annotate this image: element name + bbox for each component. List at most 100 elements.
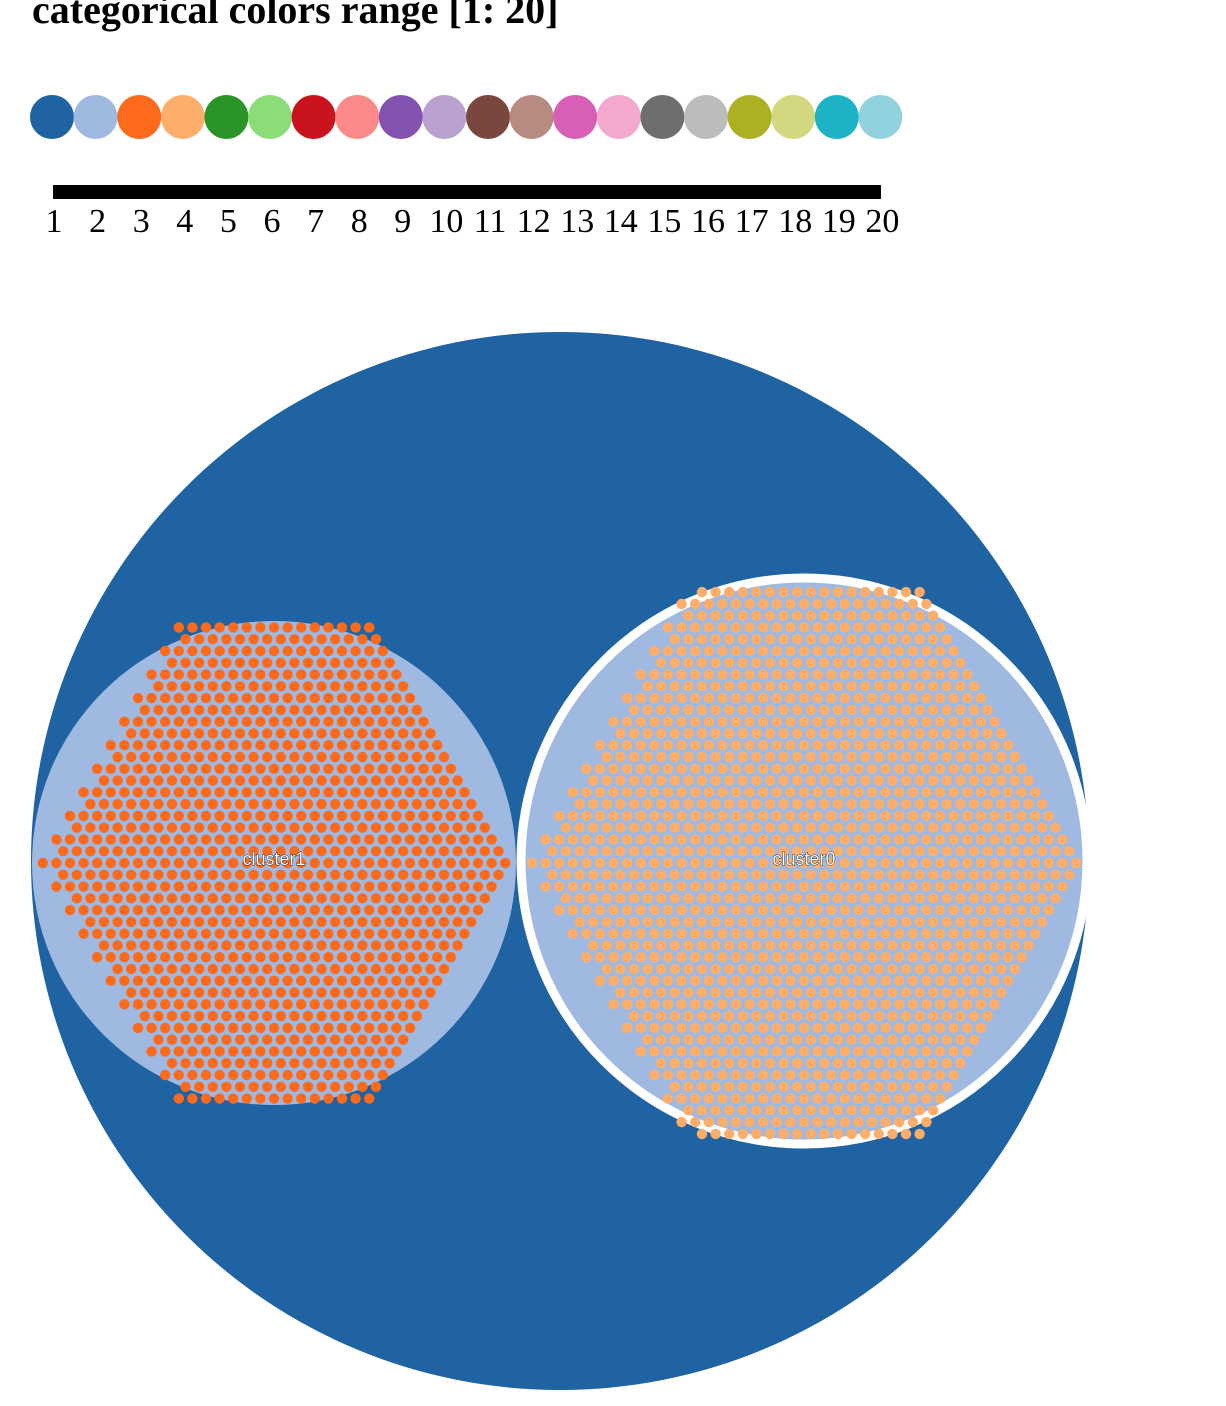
cluster-1-point-400 — [302, 822, 314, 833]
cluster-1-point-520 — [126, 869, 137, 880]
cluster-1-point-452 — [126, 846, 137, 857]
cluster-1-point-64 — [146, 669, 157, 680]
cluster-1-point-959 — [309, 1069, 320, 1081]
cluster-0-point-1153 — [921, 1022, 932, 1034]
cluster-1-point-571 — [364, 881, 375, 892]
cluster-1-point-129 — [221, 704, 232, 716]
cluster-0-point-74 — [921, 622, 932, 633]
cluster-1-point-154 — [255, 716, 266, 727]
cluster-1-point-781 — [119, 975, 130, 986]
cluster-1-point-87 — [207, 681, 218, 692]
cluster-0-point-57 — [690, 622, 701, 633]
cluster-0-point-288 — [778, 728, 789, 739]
cluster-0-point-302 — [968, 728, 980, 739]
cluster-0-point-495 — [941, 798, 952, 810]
cluster-0-point-1064 — [860, 987, 871, 998]
cluster-0-point-813 — [581, 904, 592, 916]
legend-swatch-16 — [684, 95, 728, 139]
cluster-1-point-305 — [228, 787, 239, 798]
cluster-0-point-731 — [1023, 869, 1034, 880]
cluster-1-point-526 — [207, 869, 218, 880]
cluster-0-point-863 — [778, 916, 789, 928]
cluster-1-point-415 — [64, 834, 76, 845]
cluster-1-point-281 — [289, 775, 300, 786]
cluster-0-point-287 — [764, 728, 776, 739]
cluster-0-point-1093 — [853, 999, 864, 1010]
cluster-0-point-1268 — [860, 1081, 871, 1092]
cluster-1-point-8 — [282, 622, 293, 633]
cluster-1-point-384 — [85, 822, 96, 833]
cluster-1-point-472 — [398, 846, 409, 857]
cluster-0-group[interactable]: cluster0 — [516, 573, 1092, 1149]
cluster-0-point-1344 — [832, 1128, 844, 1140]
cluster-1-point-31 — [173, 645, 184, 657]
cluster-0-point-1348 — [887, 1128, 898, 1140]
cluster-1-point-643 — [85, 916, 96, 928]
cluster-1-point-161 — [350, 716, 361, 727]
cluster-1-point-3 — [214, 622, 225, 633]
cluster-0-point-1113 — [751, 1010, 762, 1022]
cluster-0-point-394 — [948, 763, 959, 774]
cluster-0-point-937 — [846, 940, 857, 951]
cluster-0-point-517 — [744, 810, 755, 822]
cluster-0-point-628 — [710, 846, 721, 857]
cluster-0-point-251 — [662, 716, 674, 727]
cluster-1-point-602 — [357, 893, 368, 904]
cluster-0-point-826 — [758, 904, 769, 916]
cluster-1-point-541 — [411, 869, 422, 880]
cluster-1-point-919 — [241, 1046, 252, 1057]
cluster-1-point-433 — [309, 834, 320, 845]
circle-pack-diagram[interactable]: cluster1 cluster0 — [0, 320, 1226, 1406]
cluster-0-point-1145 — [812, 1022, 823, 1034]
cluster-1-point-705 — [153, 940, 164, 951]
cluster-0-point-794 — [832, 893, 844, 904]
cluster-0-point-935 — [819, 940, 830, 951]
cluster-0-point-1009 — [941, 963, 952, 975]
cluster-0-point-869 — [860, 916, 871, 928]
cluster-1-point-930 — [391, 1046, 402, 1057]
cluster-1-group[interactable]: cluster1 — [32, 621, 516, 1105]
cluster-1-point-469 — [357, 846, 368, 857]
cluster-0-point-792 — [805, 893, 816, 904]
cluster-0-point-1261 — [764, 1081, 776, 1092]
cluster-0-point-188 — [914, 681, 925, 692]
cluster-0-point-446 — [744, 787, 755, 798]
cluster-0-point-43 — [778, 610, 789, 621]
cluster-1-point-466 — [316, 846, 327, 857]
cluster-0-point-1 — [710, 586, 721, 598]
cluster-0-point-1031 — [812, 975, 823, 986]
cluster-0-point-957 — [662, 952, 674, 963]
cluster-1-point-885 — [309, 1022, 320, 1034]
cluster-1-point-270 — [139, 775, 150, 786]
cluster-1-point-348 — [425, 798, 436, 810]
cluster-0-point-772 — [1043, 881, 1055, 892]
cluster-0-point-1075 — [608, 999, 619, 1010]
cluster-0-point-1162 — [696, 1034, 708, 1045]
cluster-0-point-1221 — [832, 1058, 844, 1069]
cluster-0-point-160 — [866, 669, 878, 680]
cluster-1-point-967 — [207, 1081, 218, 1092]
cluster-1-point-653 — [221, 916, 232, 928]
cluster-0-point-478 — [710, 798, 721, 810]
cluster-0-point-228 — [737, 704, 748, 716]
cluster-0-point-565 — [900, 822, 912, 833]
cluster-1-point-786 — [187, 975, 198, 986]
cluster-1-point-14 — [364, 622, 375, 633]
cluster-0-point-201 — [730, 692, 742, 704]
cluster-0-point-378 — [730, 763, 742, 774]
cluster-0-point-543 — [601, 822, 612, 833]
cluster-0-point-637 — [832, 846, 844, 857]
cluster-0-point-1073 — [982, 987, 993, 998]
cluster-0-point-437 — [622, 787, 633, 798]
cluster-1-point-928 — [364, 1046, 375, 1057]
cluster-1-point-276 — [221, 775, 232, 786]
cluster-0-point-13 — [873, 586, 884, 598]
cluster-0-point-723 — [914, 869, 925, 880]
cluster-0-point-1274 — [941, 1081, 952, 1092]
cluster-1-point-486 — [119, 857, 130, 869]
cluster-1-point-196 — [187, 740, 198, 751]
cluster-0-point-48 — [846, 610, 857, 621]
cluster-0-point-339 — [642, 751, 653, 763]
cluster-1-point-24 — [302, 634, 314, 645]
cluster-1-point-224 — [234, 751, 246, 763]
